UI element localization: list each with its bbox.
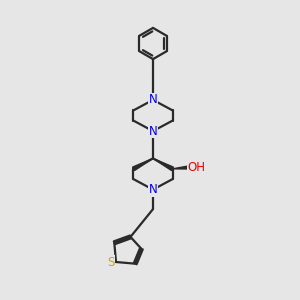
Text: N: N: [148, 93, 158, 106]
Text: S: S: [107, 256, 115, 268]
Polygon shape: [133, 158, 153, 171]
Text: OH: OH: [188, 161, 206, 174]
Polygon shape: [153, 158, 173, 171]
Text: N: N: [148, 183, 158, 196]
Polygon shape: [172, 166, 190, 169]
Text: N: N: [148, 124, 158, 138]
